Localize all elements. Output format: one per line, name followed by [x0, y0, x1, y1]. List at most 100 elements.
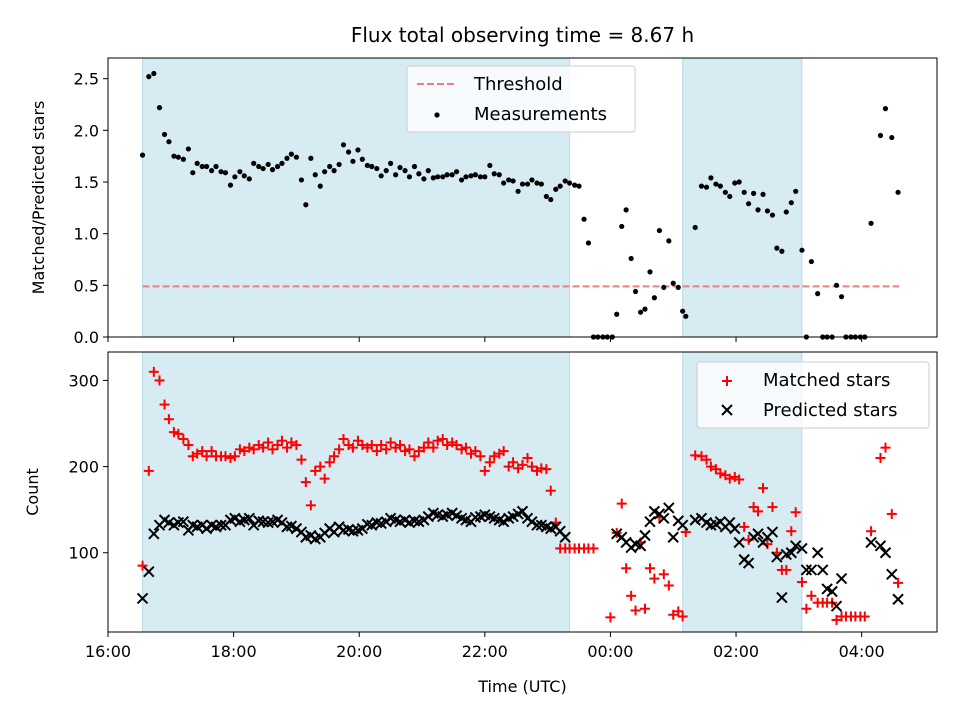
matched-star-point: [404, 444, 415, 455]
x-tick-label: 16:00: [85, 642, 131, 661]
measurement-point: [548, 196, 554, 203]
predicted-star-point: [644, 516, 656, 528]
predicted-star-point: [177, 516, 190, 528]
matched-star-point: [178, 434, 189, 445]
measurement-point: [204, 163, 210, 170]
measurement-point: [524, 181, 531, 187]
measurement-point: [251, 160, 257, 166]
measurement-point: [232, 174, 238, 180]
matched-star-point: [334, 444, 345, 455]
measurement-point: [519, 181, 526, 187]
predicted-stars-series: [136, 502, 904, 612]
predicted-star-point: [243, 512, 256, 524]
measurement-point: [463, 174, 469, 180]
x-tick-label: 18:00: [211, 642, 257, 661]
matched-star-point: [423, 437, 434, 448]
measurement-point: [808, 258, 814, 265]
measurement-point: [298, 177, 305, 183]
measurement-point: [877, 132, 884, 139]
predicted-star-point: [658, 512, 670, 524]
matched-star-point: [300, 477, 311, 488]
measurement-point: [572, 182, 578, 188]
predicted-star-point: [752, 528, 764, 540]
matched-star-point: [173, 428, 184, 439]
matched-star-point: [143, 465, 154, 476]
predicted-star-point: [826, 585, 838, 598]
matched-star-point: [696, 451, 707, 462]
legend-matched-marker: [722, 376, 732, 386]
measurement-point: [760, 191, 766, 197]
matched-star-point: [831, 614, 842, 625]
matched-star-point: [875, 452, 886, 463]
measurement-point: [274, 163, 281, 170]
measurement-point: [458, 177, 465, 183]
predicted-star-point: [892, 593, 904, 605]
matched-star-point: [460, 442, 471, 453]
measurement-point: [388, 160, 394, 166]
measurement-point: [279, 160, 285, 166]
measurement-point: [355, 147, 361, 153]
measurement-point: [139, 152, 146, 158]
measurement-point: [567, 180, 573, 186]
measurement-point: [736, 179, 742, 185]
matched-star-point: [248, 444, 259, 455]
predicted-star-point: [290, 522, 303, 535]
measurement-point: [345, 149, 352, 155]
matched-star-point: [522, 452, 533, 463]
measurement-point: [369, 163, 375, 170]
measurement-point: [623, 207, 629, 213]
x-axis-label: Time (UTC): [477, 677, 566, 696]
matched-star-point: [338, 434, 349, 445]
predicted-star-point: [835, 572, 848, 585]
measurement-point: [303, 202, 309, 208]
matched-star-point: [371, 446, 382, 457]
measurement-point: [868, 220, 874, 226]
measurement-point: [435, 174, 441, 180]
predicted-star-point: [676, 519, 689, 531]
measurement-point: [340, 142, 347, 148]
matched-star-point: [154, 375, 165, 386]
matched-star-point: [880, 442, 891, 453]
predicted-star-point: [733, 536, 745, 549]
measurement-point: [501, 180, 507, 186]
legend-predicted-label: Predicted stars: [763, 400, 897, 421]
predicted-star-point: [136, 592, 149, 605]
predicted-star-point: [634, 540, 647, 552]
measurement-point: [732, 180, 738, 186]
matched-star-point: [381, 444, 392, 455]
matched-star-point: [786, 526, 797, 537]
matched-star-point: [428, 442, 439, 453]
observing-windows: [142, 351, 803, 633]
measurement-point: [708, 175, 714, 181]
matched-star-point: [148, 366, 159, 377]
matched-star-point: [347, 442, 358, 453]
predicted-star-point: [531, 519, 543, 531]
x-ticks: 16:00 18:00 20:00 22:00 00:00 02:00 04:00: [85, 632, 885, 661]
measurement-point: [308, 155, 314, 161]
matched-star-point: [470, 446, 481, 457]
matched-star-point: [244, 442, 255, 453]
matched-star-point: [286, 437, 297, 448]
matched-star-point: [649, 573, 660, 584]
measurement-point: [581, 216, 587, 222]
matched-star-point: [366, 440, 377, 451]
plot-frame: [107, 57, 938, 338]
matched-star-point: [258, 442, 269, 453]
measurement-point: [180, 156, 186, 162]
measurement-point: [482, 174, 488, 180]
measurement-point: [656, 227, 663, 234]
measurement-point: [562, 178, 568, 184]
y-tick-label: 1.0: [74, 225, 99, 244]
legend-matched-swatch: [722, 376, 732, 386]
measurement-point: [209, 168, 215, 174]
matched-star-point: [310, 465, 321, 476]
measurement-point: [755, 207, 761, 213]
matched-star-point: [545, 485, 556, 496]
matched-star-point: [626, 590, 637, 601]
predicted-star-point: [610, 528, 623, 540]
y-tick-label: 100: [68, 544, 99, 563]
measurement-point: [774, 245, 780, 251]
measurement-point: [468, 173, 474, 179]
matched-star-point: [376, 440, 387, 451]
matched-star-point: [385, 437, 396, 448]
